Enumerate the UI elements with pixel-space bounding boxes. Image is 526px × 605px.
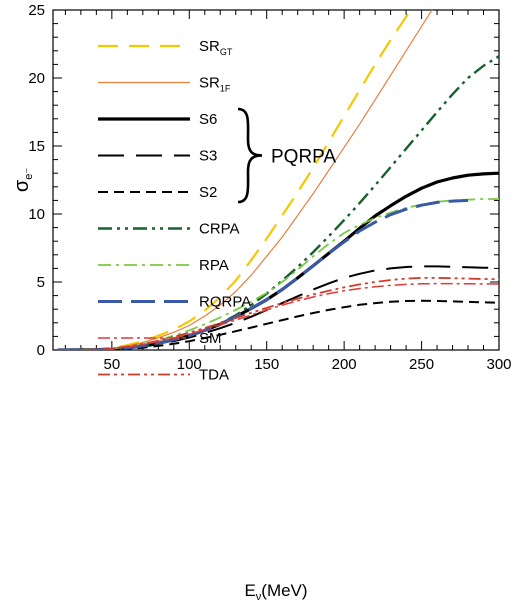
y-tick-label: 5 <box>37 274 45 291</box>
legend-label: S3 <box>199 148 217 165</box>
y-tick-label: 15 <box>28 138 45 155</box>
legend-label: CRPA <box>199 221 240 238</box>
series-line-s2 <box>57 299 499 350</box>
y-tick-label: 10 <box>28 206 45 223</box>
pqrpa-group-label: PQRPA <box>271 147 336 168</box>
series-line-rqrpa <box>57 198 469 350</box>
x-tick-label: 200 <box>332 356 357 373</box>
plot-frame <box>52 9 500 351</box>
legend-label: S6 <box>199 111 217 128</box>
series-line-rpa <box>57 198 499 350</box>
y-tick-label: 25 <box>28 2 45 19</box>
x-tick-label: 250 <box>409 356 434 373</box>
pqrpa-brace <box>237 107 263 204</box>
x-tick-label: 100 <box>177 356 202 373</box>
x-axis-title: Eν(MeV) <box>244 581 307 603</box>
series-line-sr-gt <box>57 10 413 350</box>
legend-label: RQRPA <box>199 294 251 311</box>
series-line-tda <box>57 277 499 350</box>
y-axis-title: σe⁻ <box>11 168 35 192</box>
series-lines <box>57 10 499 350</box>
x-tick-label: 150 <box>254 356 279 373</box>
y-tick-label: 0 <box>37 342 45 359</box>
legend-label: TDA <box>199 367 229 384</box>
legend: SRGT SR1F S6 S3 S2 CRPA RPA RQRPA SM TDA PQRPA <box>98 38 336 384</box>
y-tick-label: 20 <box>28 70 45 87</box>
legend-label: RPA <box>199 257 229 274</box>
legend-label: SM <box>199 330 222 347</box>
axis-ticks <box>53 9 500 351</box>
legend-label: SRGT <box>199 38 233 57</box>
x-tick-label: 300 <box>486 356 511 373</box>
legend-label: S2 <box>199 184 217 201</box>
tick-labels: 50 100 150 200 250 300 0 5 10 15 20 25 <box>28 2 511 373</box>
series-line-crpa <box>57 55 499 350</box>
legend-label: SR1F <box>199 75 231 94</box>
series-line-s6 <box>57 171 499 350</box>
x-tick-label: 50 <box>104 356 121 373</box>
series-line-s3 <box>57 265 499 350</box>
